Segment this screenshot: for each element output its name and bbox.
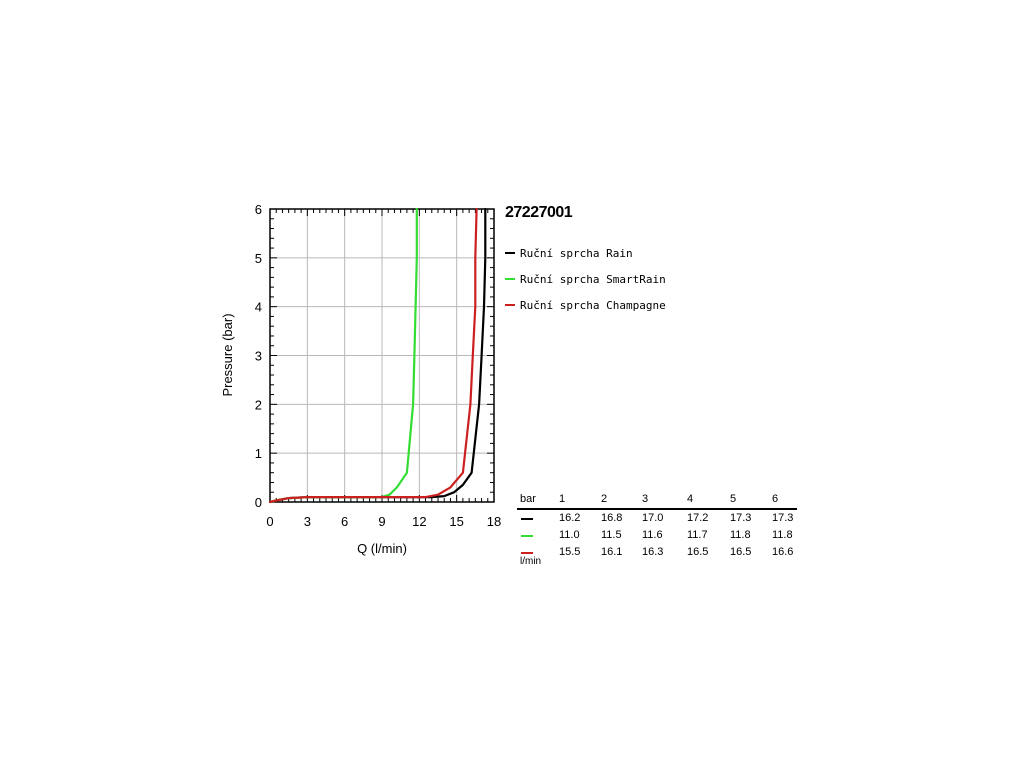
table-cell: 17.3 [772, 512, 794, 524]
table-cell: 11.8 [730, 529, 751, 541]
table-cell: 11.6 [642, 529, 663, 541]
row-swatch-rain [521, 518, 533, 520]
table-cell: 11.7 [687, 529, 708, 541]
chart-legend: Ruční sprcha Rain Ruční sprcha SmartRain… [505, 240, 666, 318]
table-unit-label: l/min [520, 556, 542, 567]
table-cell: 16.6 [772, 546, 794, 558]
table-header-cell: 2 [601, 493, 608, 505]
chart-grid [270, 209, 494, 502]
model-number: 27227001 [505, 204, 573, 221]
x-axis-title: Q (l/min) [357, 541, 407, 556]
legend-swatch-rain [505, 252, 515, 254]
table-cell: 11.0 [559, 529, 580, 541]
legend-item-smartrain: Ruční sprcha SmartRain [505, 266, 666, 292]
table-cell: 17.3 [730, 512, 752, 524]
table-header-cell: 1 [559, 493, 566, 505]
legend-swatch-champagne [505, 304, 515, 306]
y-tick-label: 6 [255, 202, 262, 217]
table-cell: 11.5 [601, 529, 622, 541]
series-line-champagne [268, 207, 478, 504]
table-header-label: bar [520, 493, 536, 505]
table-cell: 16.2 [559, 512, 581, 524]
x-tick-label: 9 [378, 514, 385, 529]
y-tick-label: 1 [255, 446, 262, 461]
y-tick-label: 3 [255, 349, 262, 364]
x-tick-label: 12 [412, 514, 426, 529]
plot-frame [269, 208, 495, 503]
x-tick-label: 0 [266, 514, 273, 529]
table-row: 16.2 16.8 17.0 17.2 17.3 17.3 [517, 510, 797, 527]
legend-swatch-smartrain [505, 278, 515, 280]
y-axis-title: Pressure (bar) [220, 313, 235, 396]
row-swatch-champagne [521, 552, 533, 554]
x-tick-label: 15 [449, 514, 463, 529]
table-cell: 16.3 [642, 546, 664, 558]
table-cell: 15.5 [559, 546, 581, 558]
table-cell: 17.2 [687, 512, 709, 524]
flow-rate-table: bar 1 2 3 4 5 6 16.2 16.8 17.0 17.2 17.3… [517, 493, 797, 567]
table-header-cell: 4 [687, 493, 694, 505]
x-tick-label: 3 [304, 514, 311, 529]
legend-item-champagne: Ruční sprcha Champagne [505, 292, 666, 318]
y-tick-label: 5 [255, 251, 262, 266]
y-tick-label: 0 [255, 495, 262, 510]
row-swatch-smartrain [521, 535, 533, 537]
table-cell: 17.0 [642, 512, 664, 524]
x-tick-label: 18 [487, 514, 501, 529]
table-cell: 16.1 [601, 546, 623, 558]
legend-item-rain: Ruční sprcha Rain [505, 240, 666, 266]
legend-label-champagne: Ruční sprcha Champagne [520, 298, 666, 312]
y-tick-label: 4 [255, 300, 262, 315]
table-header-cell: 5 [730, 493, 737, 505]
chart-series [268, 207, 487, 504]
legend-label-rain: Ruční sprcha Rain [520, 246, 633, 260]
table-cell: 16.5 [687, 546, 709, 558]
table-header-row: bar 1 2 3 4 5 6 [517, 493, 797, 510]
table-row: 15.5 16.1 16.3 16.5 16.5 16.6 [517, 544, 797, 561]
table-header-cell: 6 [772, 493, 779, 505]
x-tick-label: 6 [341, 514, 348, 529]
table-cell: 11.8 [772, 529, 793, 541]
table-cell: 16.8 [601, 512, 623, 524]
table-cell: 16.5 [730, 546, 752, 558]
table-row: 11.0 11.5 11.6 11.7 11.8 11.8 [517, 527, 797, 544]
y-tick-label: 2 [255, 397, 262, 412]
table-header-cell: 3 [642, 493, 649, 505]
legend-label-smartrain: Ruční sprcha SmartRain [520, 272, 666, 286]
